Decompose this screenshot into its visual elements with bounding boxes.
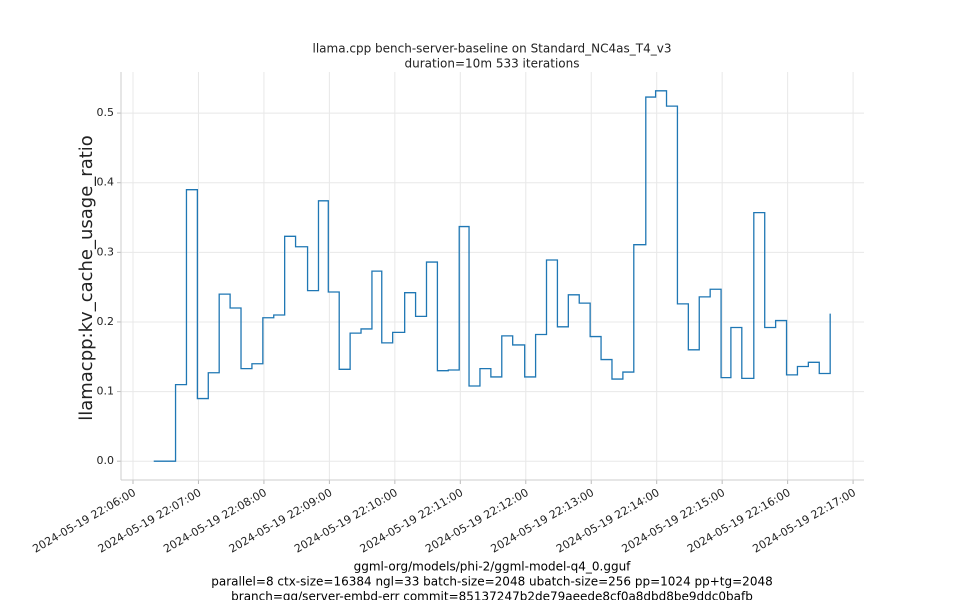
y-tick-label: 0.4 (97, 176, 115, 189)
y-tick-label: 0.2 (97, 315, 115, 328)
y-tick-label: 0.3 (97, 245, 115, 258)
data-line (153, 90, 831, 462)
y-axis-label: llamacpp:kv_cache_usage_ratio (76, 135, 97, 421)
y-tick-label: 0.5 (97, 106, 115, 119)
y-tick-label: 0.0 (97, 454, 115, 467)
chart-title: llama.cpp bench-server-baseline on Stand… (313, 42, 672, 56)
chart-subtitle: duration=10m 533 iterations (405, 57, 580, 71)
y-tick-label: 0.1 (97, 385, 115, 398)
footer-line: parallel=8 ctx-size=16384 ngl=33 batch-s… (211, 575, 772, 589)
footer-line: branch=gg/server-embd-err commit=8513724… (231, 590, 753, 600)
x-tick-label: 2024-05-19 22:06:00 (30, 486, 138, 556)
footer-line: ggml-org/models/phi-2/ggml-model-q4_0.gg… (354, 560, 632, 574)
